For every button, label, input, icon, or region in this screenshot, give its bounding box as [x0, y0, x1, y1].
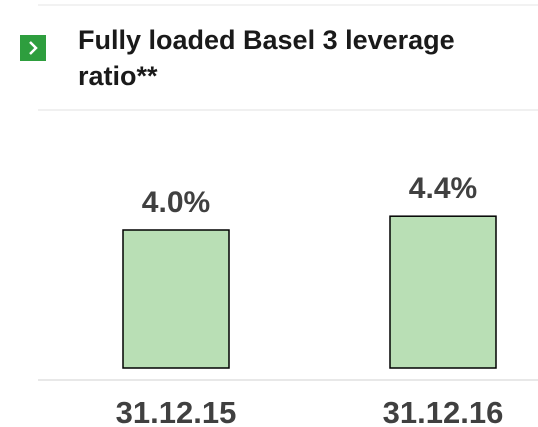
chevron [29, 41, 38, 55]
bullet-icon [20, 35, 46, 61]
x-tick-label: 31.12.16 [383, 395, 504, 427]
bar [122, 229, 230, 369]
data-label: 4.0% [142, 186, 210, 219]
bar [389, 215, 497, 369]
chart-title: Fully loaded Basel 3 leverage ratio** [78, 25, 455, 91]
data-label: 4.4% [409, 172, 477, 205]
x-tick-label: 31.12.15 [116, 395, 237, 427]
